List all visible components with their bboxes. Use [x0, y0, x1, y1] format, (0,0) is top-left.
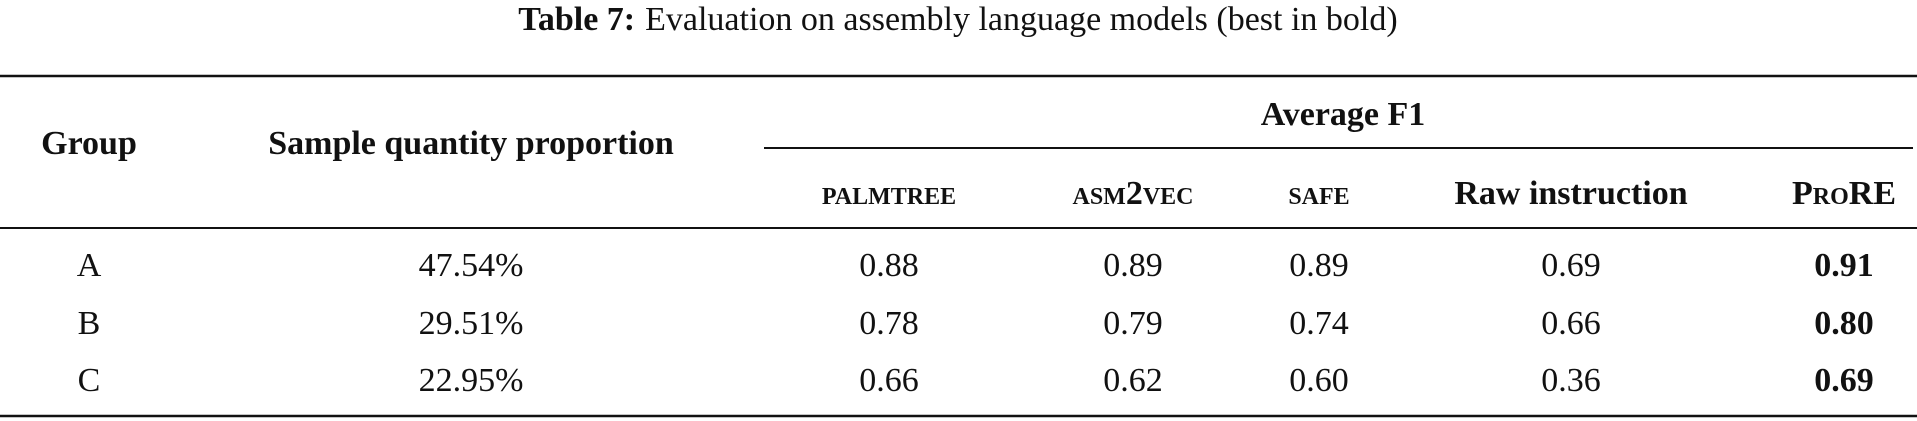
cell: 22.95% — [419, 362, 524, 399]
cell: 29.51% — [419, 305, 524, 342]
cell: 0.80 — [1814, 305, 1874, 342]
header-model: ProRE — [1792, 175, 1896, 212]
header-model: Raw instruction — [1454, 175, 1687, 212]
caption: Table 7: Evaluation on assembly language … — [518, 1, 1397, 38]
cell: 0.66 — [1541, 305, 1601, 342]
cell: B — [78, 305, 101, 342]
header-model: safe — [1288, 175, 1349, 212]
cell: 0.79 — [1103, 305, 1163, 342]
cell: 0.91 — [1814, 247, 1874, 284]
cell: 0.69 — [1541, 247, 1601, 284]
cell: 0.74 — [1289, 305, 1349, 342]
header-average: Average F1 — [1261, 96, 1426, 133]
cell: 0.89 — [1289, 247, 1349, 284]
cell: 0.36 — [1541, 362, 1601, 399]
header-model: asm2vec — [1072, 175, 1193, 212]
cell: 0.69 — [1814, 362, 1874, 399]
cell: 0.62 — [1103, 362, 1163, 399]
caption-text: Evaluation on assembly language models (… — [645, 1, 1398, 38]
caption-label: Table 7: — [518, 1, 635, 38]
cell: 0.78 — [859, 305, 919, 342]
cell: 0.88 — [859, 247, 919, 284]
cell: 0.66 — [859, 362, 919, 399]
header-group: Group — [41, 125, 137, 162]
cell: 0.89 — [1103, 247, 1163, 284]
cell: 47.54% — [419, 247, 524, 284]
cell: C — [78, 362, 101, 399]
cell: A — [77, 247, 102, 284]
cell: 0.60 — [1289, 362, 1349, 399]
header-proportion: Sample quantity proportion — [268, 125, 674, 162]
header-model: palmtree — [822, 175, 956, 212]
